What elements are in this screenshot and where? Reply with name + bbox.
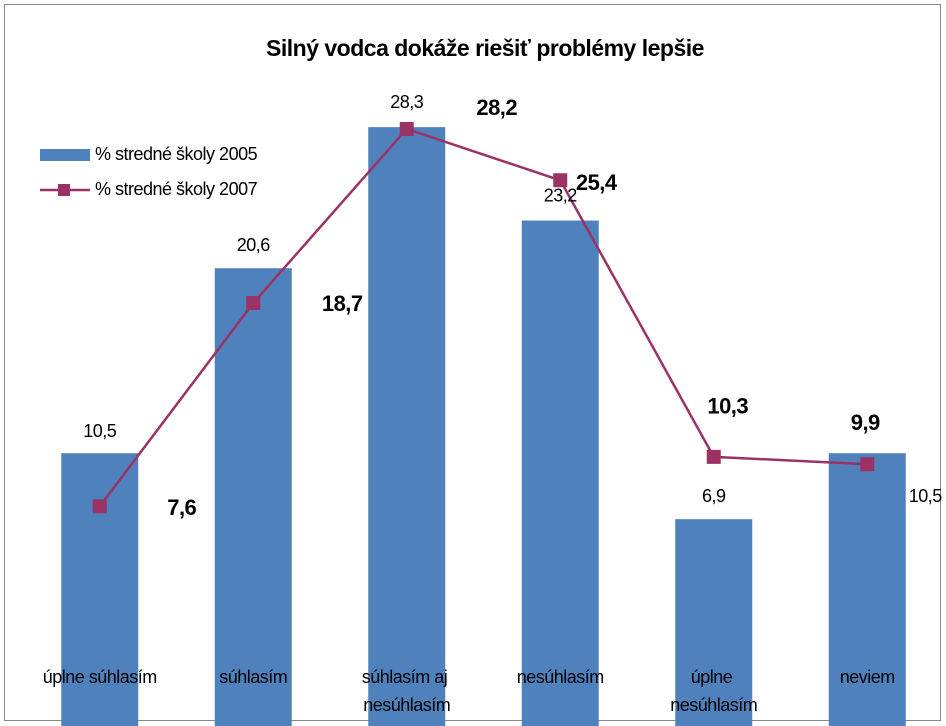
x-tick-label: úplne súhlasím <box>43 667 157 687</box>
bar <box>521 220 599 726</box>
data-label: 6,9 <box>702 486 726 506</box>
legend-swatch <box>40 149 90 161</box>
line <box>98 127 868 508</box>
marker <box>860 457 875 472</box>
bar <box>214 268 292 726</box>
chart-title: Silný vodca dokáže riešiť problémy lepši… <box>266 35 704 61</box>
chart-frame <box>4 4 941 721</box>
marker <box>246 296 261 311</box>
x-tick-label: neviem <box>840 667 895 687</box>
legend-swatch <box>58 184 70 196</box>
data-label: 23,2 <box>544 185 578 205</box>
legend-label: % stredné školy 2005 <box>95 144 258 164</box>
data-label: 10,5 <box>909 486 943 506</box>
data-label: 9,9 <box>851 410 880 435</box>
bar <box>61 453 139 726</box>
bar <box>828 453 906 726</box>
data-label: 10,3 <box>707 394 748 419</box>
marker <box>399 121 414 136</box>
x-tick-label: súhlasím aj nesúhlasím <box>362 667 452 715</box>
data-label: 7,6 <box>167 495 196 520</box>
data-label: 25,4 <box>576 170 618 195</box>
bar <box>675 519 753 726</box>
x-tick-label: úplne nesúhlasím <box>670 667 757 715</box>
bar <box>368 127 446 726</box>
data-label: 28,2 <box>476 95 517 120</box>
marker <box>92 499 107 514</box>
data-label: 18,7 <box>322 291 363 316</box>
x-tick-label: súhlasím <box>219 667 287 687</box>
marker <box>553 173 568 188</box>
data-label: 10,5 <box>83 421 117 441</box>
data-label: 28,3 <box>390 92 424 112</box>
marker <box>706 449 721 464</box>
x-tick-label: nesúhlasím <box>517 667 604 687</box>
legend-label: % stredné školy 2007 <box>95 179 258 199</box>
data-label: 20,6 <box>237 235 271 255</box>
